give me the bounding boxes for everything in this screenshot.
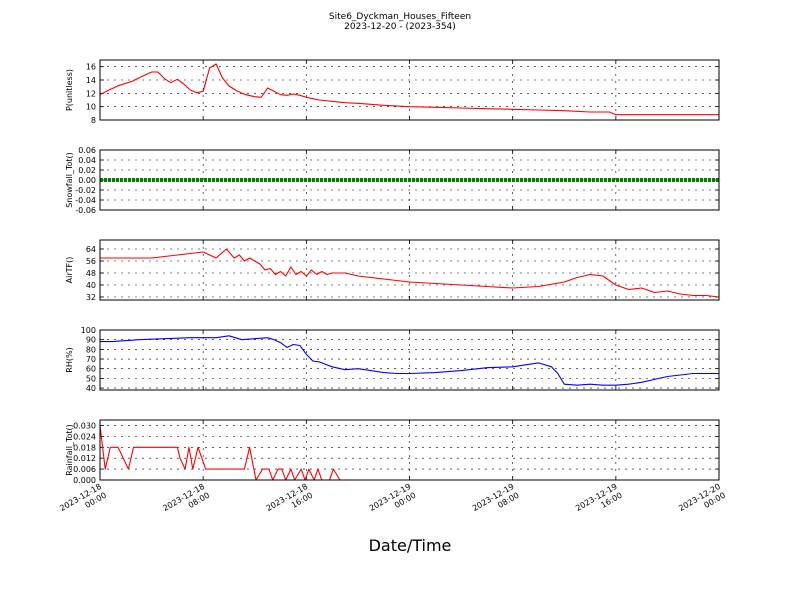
panel-frame bbox=[99, 239, 720, 301]
y-tick-label: 0.024 bbox=[73, 432, 96, 441]
y-tick-label: 80 bbox=[86, 345, 96, 354]
x-axis-label: Date/Time bbox=[369, 536, 452, 555]
y-tick-label: -0.06 bbox=[75, 206, 96, 215]
y-axis-label: RH(%) bbox=[65, 347, 74, 372]
y-tick-label: 10 bbox=[86, 103, 96, 112]
panel-frame bbox=[99, 149, 720, 211]
x-tick-label: 2023-12-1900:00 bbox=[368, 482, 418, 522]
x-tick-label: 2023-12-1808:00 bbox=[161, 482, 211, 522]
y-tick-label: 0.00 bbox=[78, 176, 96, 185]
y-tick-label: 56 bbox=[86, 257, 96, 266]
y-tick-label: 0.02 bbox=[78, 166, 96, 175]
panel-frame bbox=[99, 329, 720, 391]
x-tick-label: 2023-12-1800:00 bbox=[58, 482, 108, 522]
y-tick-label: 0.006 bbox=[73, 465, 96, 474]
y-tick-label: 0.000 bbox=[73, 476, 96, 485]
y-tick-label: 90 bbox=[86, 336, 96, 345]
series-line bbox=[100, 425, 719, 480]
y-tick-label: 40 bbox=[86, 384, 96, 393]
x-tick-label: 2023-12-1816:00 bbox=[265, 482, 315, 522]
y-tick-label: 14 bbox=[86, 76, 96, 85]
y-tick-label: 16 bbox=[86, 63, 96, 72]
panel-1: 8 10 12 14 16 P(unitless) bbox=[65, 59, 720, 125]
x-tick-labels: 2023-12-1800:00 2023-12-1808:00 2023-12-18… bbox=[58, 482, 727, 522]
panel-frame bbox=[99, 419, 720, 481]
y-tick-label: 32 bbox=[86, 293, 96, 302]
panel-frame bbox=[99, 59, 720, 121]
y-tick-label: 40 bbox=[86, 281, 96, 290]
y-axis-label: AirTF() bbox=[65, 257, 74, 284]
panels-group: 810121416P(unitless)-0.06-0.04-0.020.000… bbox=[65, 59, 720, 485]
series-line bbox=[100, 335, 719, 386]
y-axis-label: Snowfall_Tot() bbox=[65, 152, 74, 208]
y-tick-label: 12 bbox=[86, 89, 96, 98]
series-line bbox=[100, 63, 719, 116]
y-tick-label: -0.02 bbox=[75, 186, 96, 195]
x-tick-label: 2023-12-2000:00 bbox=[677, 482, 727, 522]
y-tick-label: 0.06 bbox=[78, 146, 96, 155]
y-tick-label: 64 bbox=[86, 245, 96, 254]
y-tick-label: 0.012 bbox=[73, 454, 96, 463]
y-tick-label: 70 bbox=[86, 355, 96, 364]
y-tick-label: 60 bbox=[86, 365, 96, 374]
panel-5: 0.000 0.006 0.012 0.018 0.024 0.030Rainfall_T… bbox=[65, 419, 720, 485]
y-tick-label: 0.04 bbox=[78, 156, 96, 165]
figure-title: Site6_Dyckman_Houses_Fifteen bbox=[329, 12, 471, 22]
x-tick-label: 2023-12-1916:00 bbox=[574, 482, 624, 522]
y-axis-label: Rainfall_Tot() bbox=[65, 424, 74, 476]
x-tick-label: 2023-12-1908:00 bbox=[471, 482, 521, 522]
panel-2: -0.06-0.04-0.020.000.020.040.06 Snowfall_… bbox=[65, 146, 720, 215]
y-tick-label: -0.04 bbox=[75, 196, 96, 205]
y-tick-label: 8 bbox=[91, 116, 96, 125]
y-tick-label: 48 bbox=[86, 269, 96, 278]
y-tick-label: 50 bbox=[86, 374, 96, 383]
series-line bbox=[100, 248, 719, 298]
y-tick-label: 100 bbox=[81, 326, 96, 335]
y-axis-label: P(unitless) bbox=[65, 69, 74, 111]
figure-subtitle: 2023-12-20 - (2023-354) bbox=[344, 22, 456, 32]
y-tick-label: 0.030 bbox=[73, 421, 96, 430]
y-tick-label: 0.018 bbox=[73, 443, 96, 452]
panel-3: 32 40 48 56 64 AirTF() bbox=[65, 239, 720, 302]
